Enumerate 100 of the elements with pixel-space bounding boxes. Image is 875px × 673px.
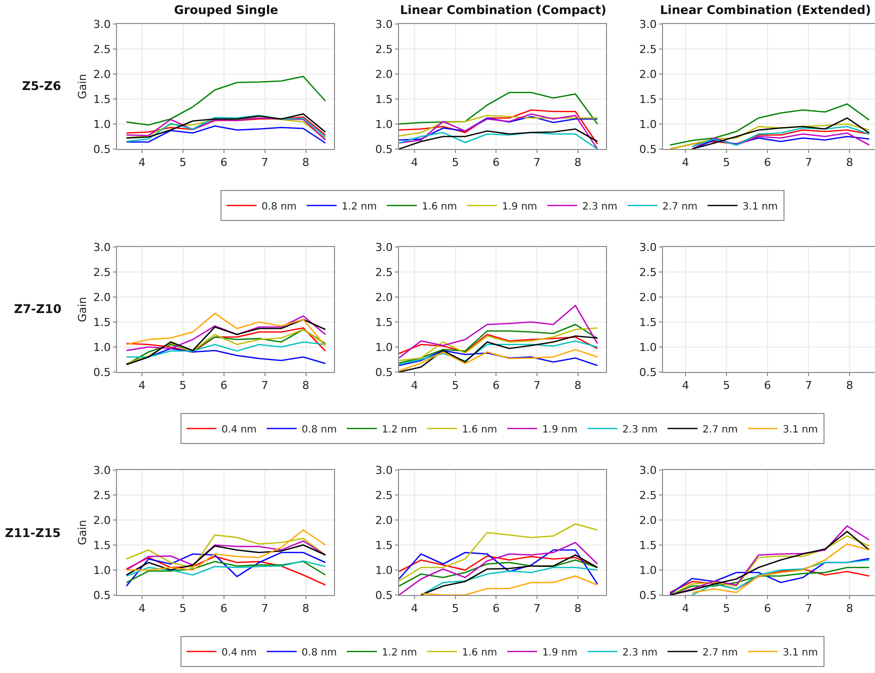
y-tick-label: 2.0 [93, 514, 111, 527]
legend-label: 1.2 nm [382, 424, 418, 436]
x-tick-label: 8 [302, 156, 310, 170]
y-axis-title: Gain [76, 520, 89, 546]
x-tick-label: 5 [452, 602, 459, 616]
line-series [399, 132, 598, 149]
y-tick-label: 0.5 [639, 366, 657, 379]
chart-title: Linear Combination (Extended) [660, 3, 871, 17]
line-series [399, 340, 598, 366]
y-tick-label: 2.5 [93, 488, 111, 502]
legend-label: 3.1 nm [742, 201, 778, 212]
line-series [691, 132, 870, 149]
line-series [399, 559, 598, 587]
y-tick-label: 3.0 [93, 464, 111, 477]
x-tick-label: 8 [302, 602, 310, 616]
x-tick-label: 5 [452, 156, 459, 170]
legend-label: 2.7 nm [702, 647, 738, 658]
y-tick-label: 1.0 [93, 118, 111, 131]
line-series [126, 544, 326, 576]
legend-label: 1.6 nm [462, 424, 498, 436]
y-tick-label: 0.5 [639, 588, 657, 602]
y-tick-label: 3.0 [93, 240, 111, 254]
legend-label: 3.1 nm [782, 647, 818, 658]
x-tick-label: 7 [261, 156, 268, 170]
y-tick-label: 3.0 [639, 464, 657, 477]
y-tick-label: 3.0 [639, 240, 657, 254]
y-tick-label: 0.5 [93, 366, 111, 379]
y-tick-label: 1.5 [93, 538, 111, 552]
y-tick-label: 1.0 [639, 564, 657, 577]
y-tick-label: 1.5 [93, 92, 111, 106]
legend-label: 3.1 nm [782, 424, 818, 436]
legend-label: 0.8 nm [302, 424, 337, 436]
x-tick-label: 5 [179, 156, 186, 170]
y-tick-label: 0.5 [93, 142, 111, 156]
y-tick-label: 2.5 [375, 266, 393, 279]
y-axis-title: Gain [76, 296, 89, 322]
y-tick-label: 2.0 [375, 290, 393, 304]
line-series [126, 540, 326, 571]
legend-label: 1.6 nm [462, 647, 498, 658]
x-tick-label: 4 [682, 602, 690, 616]
y-tick-label: 2.0 [639, 68, 657, 81]
y-tick-label: 2.0 [639, 514, 657, 527]
y-tick-label: 2.5 [93, 266, 111, 279]
line-series [399, 114, 598, 137]
legend-label: 1.9 nm [542, 647, 578, 658]
legend-label: 0.4 nm [222, 647, 257, 658]
y-tick-label: 3.0 [375, 18, 393, 31]
x-tick-label: 7 [805, 379, 812, 392]
y-axis-title: Gain [76, 74, 89, 100]
line-series [691, 126, 870, 148]
x-tick-label: 7 [534, 156, 540, 170]
line-series [399, 334, 598, 354]
x-tick-label: 6 [492, 379, 500, 392]
legend-label: 2.7 nm [662, 201, 698, 212]
y-tick-label: 0.5 [639, 142, 657, 156]
x-tick-label: 5 [179, 379, 186, 392]
y-tick-label: 1.0 [639, 118, 657, 131]
x-tick-label: 8 [574, 602, 582, 616]
line-series [126, 312, 326, 347]
y-tick-label: 3.0 [639, 18, 657, 31]
y-tick-label: 3.0 [375, 464, 393, 477]
line-series [126, 341, 326, 358]
legend-label: 1.9 nm [542, 424, 578, 436]
y-tick-label: 3.0 [93, 18, 111, 31]
y-tick-label: 2.5 [93, 42, 111, 56]
line-series [126, 125, 326, 144]
y-tick-label: 0.5 [93, 588, 111, 602]
x-tick-label: 7 [534, 379, 540, 392]
legend-label: 0.8 nm [262, 201, 297, 212]
x-tick-label: 6 [220, 156, 228, 170]
x-tick-label: 8 [302, 379, 310, 392]
y-tick-label: 1.0 [93, 564, 111, 577]
legend-label: 2.7 nm [702, 424, 738, 436]
x-tick-label: 4 [138, 379, 146, 392]
y-tick-label: 2.0 [93, 290, 111, 304]
legend-label: 0.4 nm [222, 424, 257, 436]
y-tick-label: 2.0 [375, 68, 393, 81]
y-tick-label: 1.5 [93, 316, 111, 329]
y-tick-label: 2.5 [375, 488, 393, 502]
legend-label: 1.9 nm [502, 201, 538, 212]
line-series [669, 103, 870, 146]
y-tick-label: 1.0 [375, 118, 393, 131]
y-tick-label: 2.5 [639, 42, 657, 56]
x-tick-label: 8 [846, 602, 854, 616]
y-tick-label: 2.0 [93, 68, 111, 81]
x-tick-label: 4 [411, 602, 418, 616]
legend-label: 1.2 nm [382, 647, 418, 658]
x-tick-label: 5 [179, 602, 186, 616]
y-tick-label: 1.5 [639, 316, 657, 329]
line-series [126, 315, 326, 352]
y-tick-label: 1.5 [639, 92, 657, 106]
line-series [399, 92, 598, 125]
legend-label: 2.3 nm [622, 647, 658, 658]
x-tick-label: 4 [682, 379, 690, 392]
line-series [399, 542, 598, 595]
chart-title: Grouped Single [174, 3, 278, 17]
y-tick-label: 0.5 [375, 588, 393, 602]
x-tick-label: 8 [574, 156, 582, 170]
x-tick-label: 5 [723, 602, 730, 616]
x-tick-label: 4 [138, 156, 146, 170]
